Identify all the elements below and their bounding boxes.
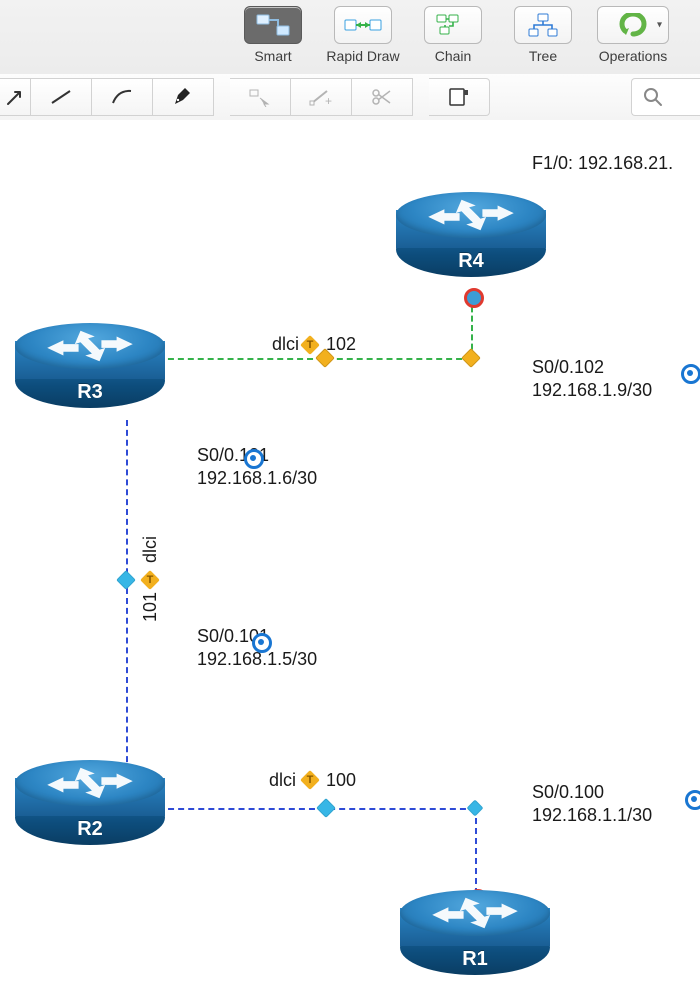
- annotation-f10[interactable]: F1/0: 192.168.21.: [532, 153, 673, 174]
- tool-library-button[interactable]: [429, 78, 490, 116]
- toolbar-gap: [413, 78, 429, 114]
- edge-label-value: 101: [140, 592, 161, 622]
- edge-label-text: dlci: [272, 334, 299, 355]
- edge-midpoint-diamond[interactable]: [116, 570, 136, 590]
- tool-arrow-button[interactable]: [0, 78, 31, 116]
- tool-add-point-button[interactable]: +: [291, 78, 352, 116]
- router-r1[interactable]: R1: [400, 890, 550, 985]
- annotation-line1: S0/0.102: [532, 357, 604, 377]
- mode-operations-button[interactable]: ▾ Operations: [588, 6, 678, 64]
- mode-chain-button[interactable]: Chain: [408, 6, 498, 64]
- annotation-handle[interactable]: [685, 790, 700, 810]
- edge-label-value: 102: [326, 334, 356, 355]
- mode-label: Smart: [254, 48, 291, 64]
- router-r4[interactable]: R4: [396, 192, 546, 287]
- edge-label-text: dlci: [140, 536, 161, 563]
- edge-label-icon[interactable]: T: [301, 336, 319, 354]
- mode-toolbar: Smart Rapid Draw: [0, 0, 700, 75]
- annotation-handle[interactable]: [244, 449, 264, 469]
- smart-icon: [244, 6, 302, 44]
- edge-r3-r2[interactable]: [126, 420, 128, 772]
- mode-tree-button[interactable]: Tree: [498, 6, 588, 64]
- annotation-line2: 192.168.1.1/30: [532, 805, 652, 825]
- tool-select-node-button[interactable]: [230, 78, 291, 116]
- edge-endpoint-handle[interactable]: [464, 288, 484, 308]
- chain-icon: [424, 6, 482, 44]
- tool-curve-button[interactable]: [92, 78, 153, 116]
- edge-label-icon[interactable]: T: [301, 771, 319, 789]
- mode-smart-button[interactable]: Smart: [228, 6, 318, 64]
- annotation-s0-100[interactable]: S0/0.100 192.168.1.1/30: [532, 781, 652, 826]
- search-input-box[interactable]: [631, 78, 700, 116]
- annotation-text: F1/0: 192.168.21.: [532, 153, 673, 173]
- router-r2[interactable]: R2: [15, 760, 165, 855]
- edge-label-text: dlci: [269, 770, 296, 791]
- annotation-line2: 192.168.1.6/30: [197, 468, 317, 488]
- router-label: R2: [15, 818, 165, 841]
- edge-label-value: 100: [326, 770, 356, 791]
- router-label: R4: [396, 250, 546, 273]
- router-label: R3: [15, 381, 165, 404]
- rapid-draw-icon: [334, 6, 392, 44]
- operations-icon: ▾: [597, 6, 669, 44]
- tool-pen-button[interactable]: [153, 78, 214, 116]
- toolbar-gap: [214, 78, 230, 114]
- mode-label: Operations: [599, 48, 667, 64]
- annotation-line1: S0/0.100: [532, 782, 604, 802]
- edge-corner-diamond[interactable]: [461, 348, 481, 368]
- router-arrows-icon: [422, 196, 520, 234]
- mode-rapid-draw-button[interactable]: Rapid Draw: [318, 6, 408, 64]
- search-icon: [642, 86, 664, 108]
- annotation-s0-102[interactable]: S0/0.102 192.168.1.9/30: [532, 356, 652, 401]
- annotation-line2: 192.168.1.9/30: [532, 380, 652, 400]
- chevron-down-icon: ▾: [657, 20, 662, 31]
- mode-label: Chain: [435, 48, 472, 64]
- router-arrows-icon: [41, 764, 139, 802]
- edge-label-icon[interactable]: T: [141, 571, 159, 589]
- router-arrows-icon: [426, 894, 524, 932]
- drawing-tool-row: +: [0, 78, 490, 116]
- drawing-toolbar: +: [0, 74, 700, 121]
- annotation-handle[interactable]: [252, 633, 272, 653]
- annotation-handle[interactable]: [681, 364, 700, 384]
- router-r3[interactable]: R3: [15, 323, 165, 418]
- router-label: R1: [400, 948, 550, 971]
- tool-line-button[interactable]: [31, 78, 92, 116]
- mode-group: Smart Rapid Draw: [228, 6, 678, 64]
- svg-text:+: +: [325, 94, 332, 107]
- tool-scissors-button[interactable]: [352, 78, 413, 116]
- tree-icon: [514, 6, 572, 44]
- edge-r2-r1-seg2[interactable]: [475, 808, 477, 894]
- router-arrows-icon: [41, 327, 139, 365]
- edge-midpoint-diamond[interactable]: [316, 798, 336, 818]
- edge-corner-diamond[interactable]: [467, 800, 484, 817]
- diagram-canvas[interactable]: dlci T 102 dlci T 101 dlci T 100 R4: [0, 120, 700, 999]
- mode-label: Tree: [529, 48, 557, 64]
- mode-label: Rapid Draw: [326, 48, 399, 64]
